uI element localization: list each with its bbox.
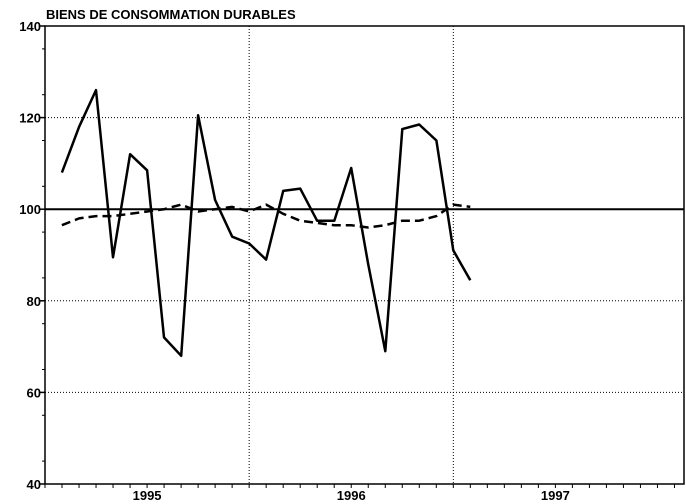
y-tick-label: 60 xyxy=(27,385,41,400)
plot-frame xyxy=(44,25,685,485)
series-line xyxy=(61,203,471,229)
x-tick-label: 1996 xyxy=(337,488,366,503)
chart-title: BIENS DE CONSOMMATION DURABLES xyxy=(46,7,296,22)
x-tick-label: 1995 xyxy=(133,488,162,503)
y-tick-label: 140 xyxy=(19,19,41,34)
y-tick-label: 40 xyxy=(27,477,41,492)
series-line xyxy=(60,88,472,358)
y-tick-label: 80 xyxy=(27,294,41,309)
x-tick-label: 1997 xyxy=(541,488,570,503)
y-tick-label: 120 xyxy=(19,111,41,126)
y-tick-label: 100 xyxy=(19,202,41,217)
